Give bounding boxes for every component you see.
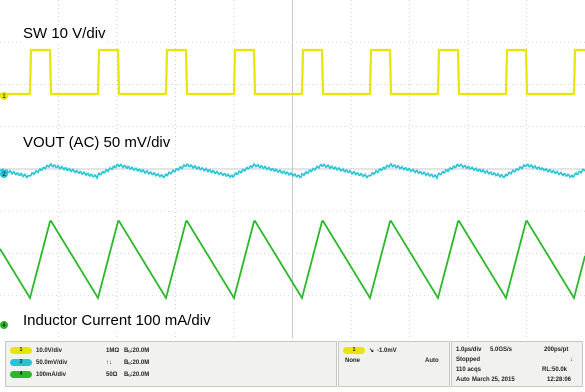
ch1-badge[interactable]: 1	[10, 347, 32, 354]
svg-text:1: 1	[2, 94, 6, 100]
ch4-bandwidth: Bᵤ:20.0M	[124, 372, 150, 378]
ch2-coupling-icon: ↑↓	[106, 360, 112, 366]
ch2-bandwidth: Bᵤ:20.0M	[124, 360, 150, 366]
acq-count: 110 acqs	[456, 367, 482, 373]
status-bar: 1 10.0V/div 1MΩ Bᵤ:20.0M 2 50.0mV/div ↑↓…	[0, 338, 585, 392]
sw-label: SW 10 V/div	[21, 25, 108, 43]
sw-waveform	[0, 48, 585, 96]
channel-2-marker[interactable]: 2	[0, 170, 8, 178]
stopped-arrow-icon: ↓	[570, 357, 573, 363]
waveform-display: 1 2 4	[0, 0, 585, 338]
ch4-scale: 100mA/div	[36, 372, 67, 378]
ch1-scale: 10.0V/div	[36, 348, 63, 354]
svg-text:4: 4	[2, 323, 6, 329]
trigger-source: None	[345, 358, 360, 364]
trigger-mode: Auto	[425, 358, 439, 364]
ch4-badge[interactable]: 4	[10, 371, 32, 378]
inductor-label: Inductor Current 100 mA/div	[21, 312, 213, 330]
ch4-coupling: 50Ω	[106, 372, 118, 378]
ch2-scale: 50.0mV/div	[36, 360, 68, 366]
svg-text:2: 2	[2, 172, 6, 178]
ch2-badge[interactable]: 2	[10, 359, 32, 366]
trigger-panel[interactable]: 1 ↘ -1.0mV None Auto	[338, 341, 450, 387]
vout-waveform	[0, 162, 585, 180]
record-length: RL:50.0k	[542, 367, 568, 373]
inductor-current-waveform	[0, 219, 585, 301]
channel-4-marker[interactable]: 4	[0, 321, 8, 329]
vout-label: VOUT (AC) 50 mV/div	[21, 134, 173, 152]
trigger-slope-icon: ↘	[369, 348, 375, 354]
acq-time: 12:28:06	[547, 377, 572, 383]
acquisition-panel[interactable]: 1.0µs/div 5.0GS/s 200ps/pt Stopped ↓ 110…	[451, 341, 583, 387]
acq-date: March 25, 2015	[472, 377, 515, 383]
resolution: 200ps/pt	[544, 347, 569, 353]
ch1-coupling: 1MΩ	[106, 348, 120, 354]
trigger-level: -1.0mV	[377, 348, 397, 354]
trigger-source-badge: 1	[343, 347, 365, 354]
ch1-bandwidth: Bᵤ:20.0M	[124, 348, 150, 354]
channel-1-marker[interactable]: 1	[0, 92, 8, 100]
acq-mode: Auto	[456, 377, 470, 383]
timebase: 1.0µs/div	[456, 347, 482, 353]
sample-rate: 5.0GS/s	[490, 347, 513, 353]
channel-settings-panel: 1 10.0V/div 1MΩ Bᵤ:20.0M 2 50.0mV/div ↑↓…	[5, 341, 337, 387]
acq-state: Stopped	[456, 357, 480, 363]
oscilloscope-screen: 1 2 4 SW 10 V/div VOUT (AC) 50 mV/div In…	[0, 0, 585, 338]
